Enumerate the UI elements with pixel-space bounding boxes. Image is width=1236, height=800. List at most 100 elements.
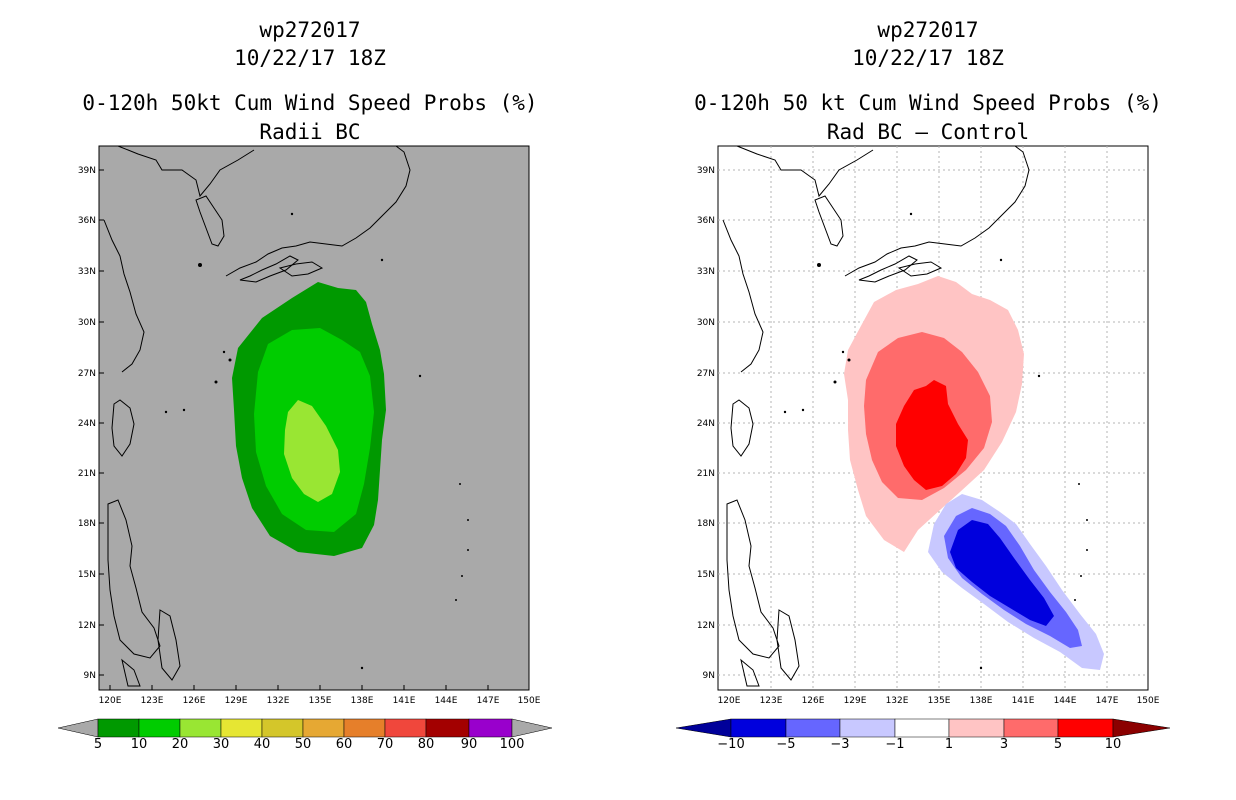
lon-label: 144E: [435, 696, 458, 706]
left-colorbar-label: 90: [460, 737, 478, 752]
right-colorbar-label: −1: [885, 737, 905, 752]
contour-minus-1: [928, 494, 1104, 670]
lon-label: 150E: [1137, 696, 1160, 706]
lon-label: 150E: [518, 696, 541, 706]
right-colorbar-label: −5: [776, 737, 796, 752]
right-colorbar-label: −10: [717, 737, 745, 752]
lon-label: 120E: [718, 696, 741, 706]
lon-label: 129E: [225, 696, 248, 706]
lat-label: 27N: [78, 369, 96, 379]
left-lat-ticks: [99, 169, 104, 676]
colorbar-bin: [1057, 718, 1114, 738]
contour-minus-3: [944, 508, 1082, 648]
colorbar-bin: [839, 718, 896, 738]
left-colorbar-label: 20: [171, 737, 189, 752]
colorbar-high-end: [511, 718, 553, 738]
right-colorbar-label: 3: [999, 737, 1009, 752]
right-map-background: [717, 145, 1149, 691]
left-colorbar-label: 10: [130, 737, 148, 752]
lat-label: 24N: [78, 419, 96, 429]
left-colorbar-label: 50: [294, 737, 312, 752]
lon-label: 123E: [760, 696, 783, 706]
lat-label: 39N: [697, 166, 715, 176]
right-negative-contours: [928, 494, 1104, 670]
contour-20pct: [284, 400, 340, 502]
colorbar-bin: [384, 718, 427, 738]
left-title-product: 0-120h 50kt Cum Wind Speed Probs (%): [82, 91, 538, 115]
lon-label: 144E: [1054, 696, 1077, 706]
right-islands: [783, 212, 1088, 670]
left-prob-contours: [232, 282, 386, 556]
left-lon-labels: 120E 123E 126E 129E 132E 135E 138E 141E …: [99, 696, 541, 706]
right-title-storm-id: wp272017: [877, 18, 979, 42]
colorbar-high-end: [1112, 718, 1171, 738]
right-title-datetime: 10/22/17 18Z: [852, 46, 1004, 70]
right-coastlines: [722, 145, 1030, 687]
right-colorbar: [675, 718, 1171, 738]
lat-label: 27N: [697, 369, 715, 379]
lon-label: 123E: [141, 696, 164, 706]
lon-label: 141E: [393, 696, 416, 706]
colorbar-bin: [179, 718, 222, 738]
left-title-datetime: 10/22/17 18Z: [234, 46, 386, 70]
colorbar-bin: [425, 718, 470, 738]
left-map-background: [98, 145, 530, 691]
left-title-storm-id: wp272017: [259, 18, 361, 42]
colorbar-bin: [343, 718, 386, 738]
left-lon-ticks: [109, 685, 530, 690]
colorbar-low-end: [57, 718, 99, 738]
left-colorbar-label: 60: [335, 737, 353, 752]
right-positive-contours: [844, 276, 1024, 552]
lon-label: 120E: [99, 696, 122, 706]
lat-label: 33N: [697, 267, 715, 277]
lat-label: 24N: [697, 419, 715, 429]
left-islands: [164, 212, 469, 670]
contour-plus-1: [844, 276, 1024, 552]
right-colorbar-label: 1: [944, 737, 954, 752]
lon-label: 147E: [477, 696, 500, 706]
lon-label: 129E: [844, 696, 867, 706]
lat-label: 39N: [78, 166, 96, 176]
colorbar-bin: [1003, 718, 1059, 738]
left-title-subtitle: Radii BC: [259, 120, 361, 144]
lat-label: 36N: [697, 216, 715, 226]
lon-label: 132E: [886, 696, 909, 706]
contour-plus-3: [864, 332, 992, 500]
lat-label: 18N: [697, 519, 715, 529]
lon-label: 126E: [183, 696, 206, 706]
lat-label: 33N: [78, 267, 96, 277]
right-title-subtitle: Rad BC – Control: [826, 120, 1030, 144]
lon-label: 138E: [970, 696, 993, 706]
lat-label: 12N: [78, 621, 96, 631]
lon-label: 135E: [928, 696, 951, 706]
contour-5pct: [232, 282, 386, 556]
colorbar-bin: [948, 718, 1005, 738]
colorbar-bin: [894, 718, 950, 738]
left-coastlines: [103, 145, 411, 687]
left-colorbar: [57, 718, 553, 738]
lat-label: 12N: [697, 621, 715, 631]
lon-label: 147E: [1096, 696, 1119, 706]
right-colorbar-label: 10: [1104, 737, 1122, 752]
colorbar-bin: [730, 718, 787, 738]
left-colorbar-label: 30: [212, 737, 230, 752]
right-colorbar-label: −3: [830, 737, 850, 752]
lon-label: 135E: [309, 696, 332, 706]
colorbar-bin: [97, 718, 140, 738]
lat-label: 36N: [78, 216, 96, 226]
lon-label: 138E: [351, 696, 374, 706]
lat-label: 15N: [697, 570, 715, 580]
lat-label: 21N: [697, 469, 715, 479]
right-title-product: 0-120h 50 kt Cum Wind Speed Probs (%): [694, 91, 1162, 115]
left-colorbar-label: 100: [499, 737, 525, 752]
lat-label: 21N: [78, 469, 96, 479]
left-colorbar-label: 80: [417, 737, 435, 752]
colorbar-low-end: [675, 718, 732, 738]
left-colorbar-label: 70: [376, 737, 394, 752]
left-lat-labels: 39N 36N 33N 30N 27N 24N 21N 18N 15N 12N …: [78, 166, 96, 681]
contour-plus-5: [896, 380, 968, 490]
right-lat-labels: 39N 36N 33N 30N 27N 24N 21N 18N 15N 12N …: [697, 166, 715, 681]
right-lon-labels: 120E 123E 126E 129E 132E 135E 138E 141E …: [718, 696, 1160, 706]
colorbar-bin: [138, 718, 181, 738]
lat-label: 18N: [78, 519, 96, 529]
